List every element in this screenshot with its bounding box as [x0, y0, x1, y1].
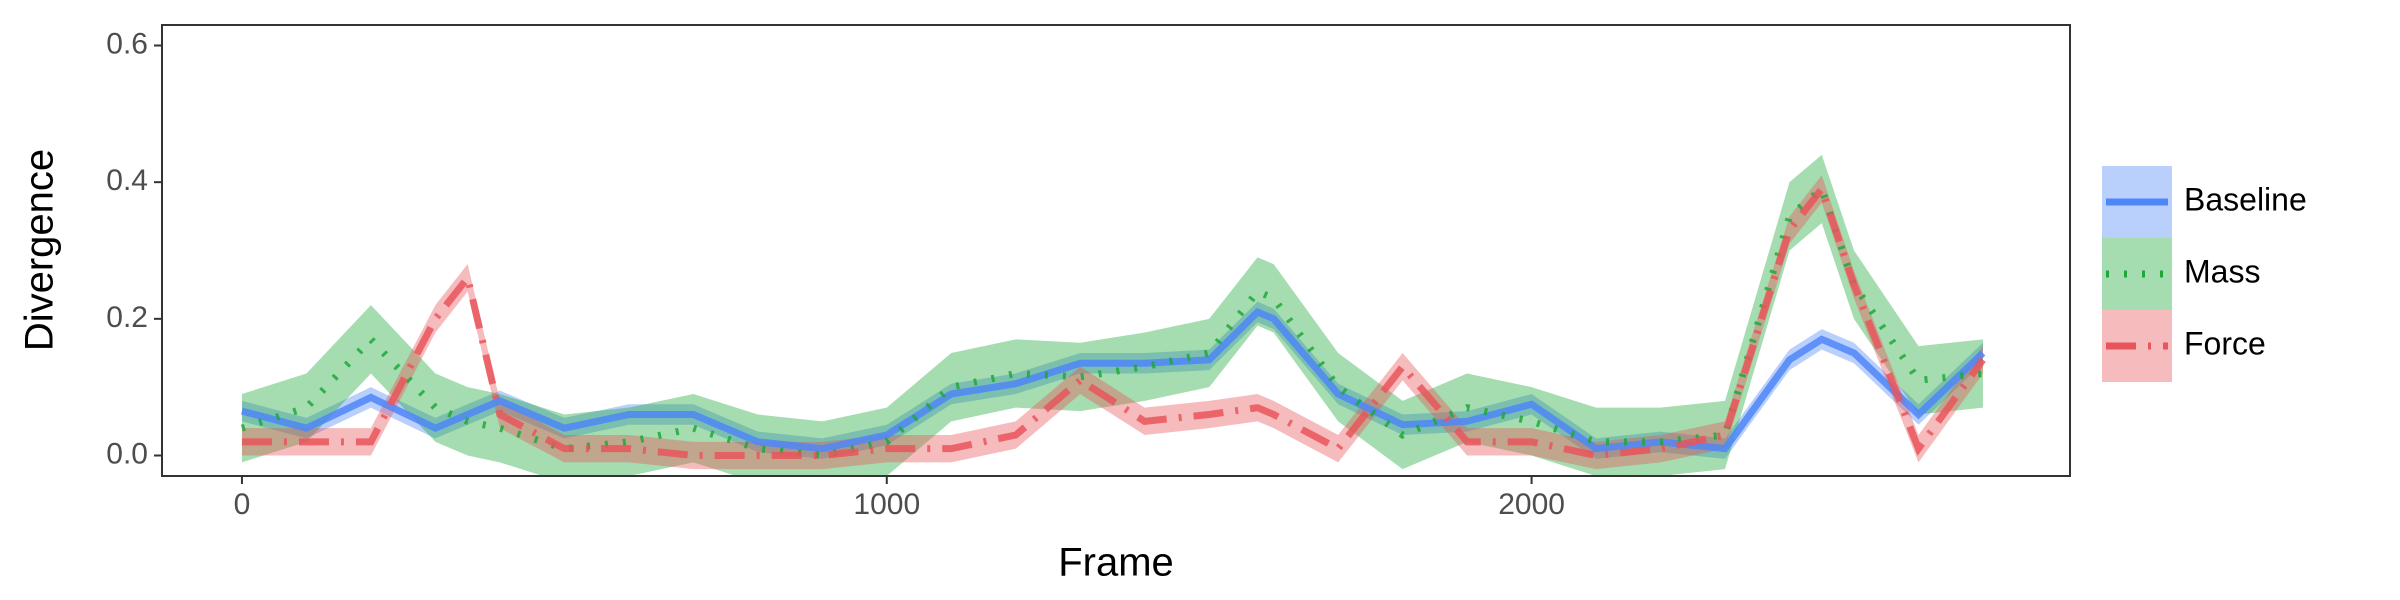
series-line — [241, 307, 1986, 453]
legend-label: Mass — [2184, 253, 2260, 289]
series-line — [241, 181, 1986, 460]
plot-border — [161, 24, 2071, 477]
legend-label: Baseline — [2184, 181, 2307, 217]
x-tick-label: 1000 — [853, 488, 920, 521]
confidence-band — [241, 175, 1983, 470]
x-tick-label: 0 — [234, 488, 251, 521]
y-tick-label: 0.2 — [106, 301, 148, 334]
x-axis-title: Frame — [1058, 541, 1174, 585]
y-tick-label: 0.6 — [106, 27, 148, 60]
y-tick-label: 0.4 — [106, 164, 148, 197]
confidence-band — [241, 154, 1983, 476]
y-axis-title: Divergence — [18, 149, 62, 351]
x-tick-label: 2000 — [1498, 488, 1565, 521]
legend-label: Force — [2184, 325, 2266, 361]
confidence-band — [241, 301, 1983, 459]
y-tick-label: 0.0 — [106, 437, 148, 470]
plot-area — [240, 154, 1986, 476]
